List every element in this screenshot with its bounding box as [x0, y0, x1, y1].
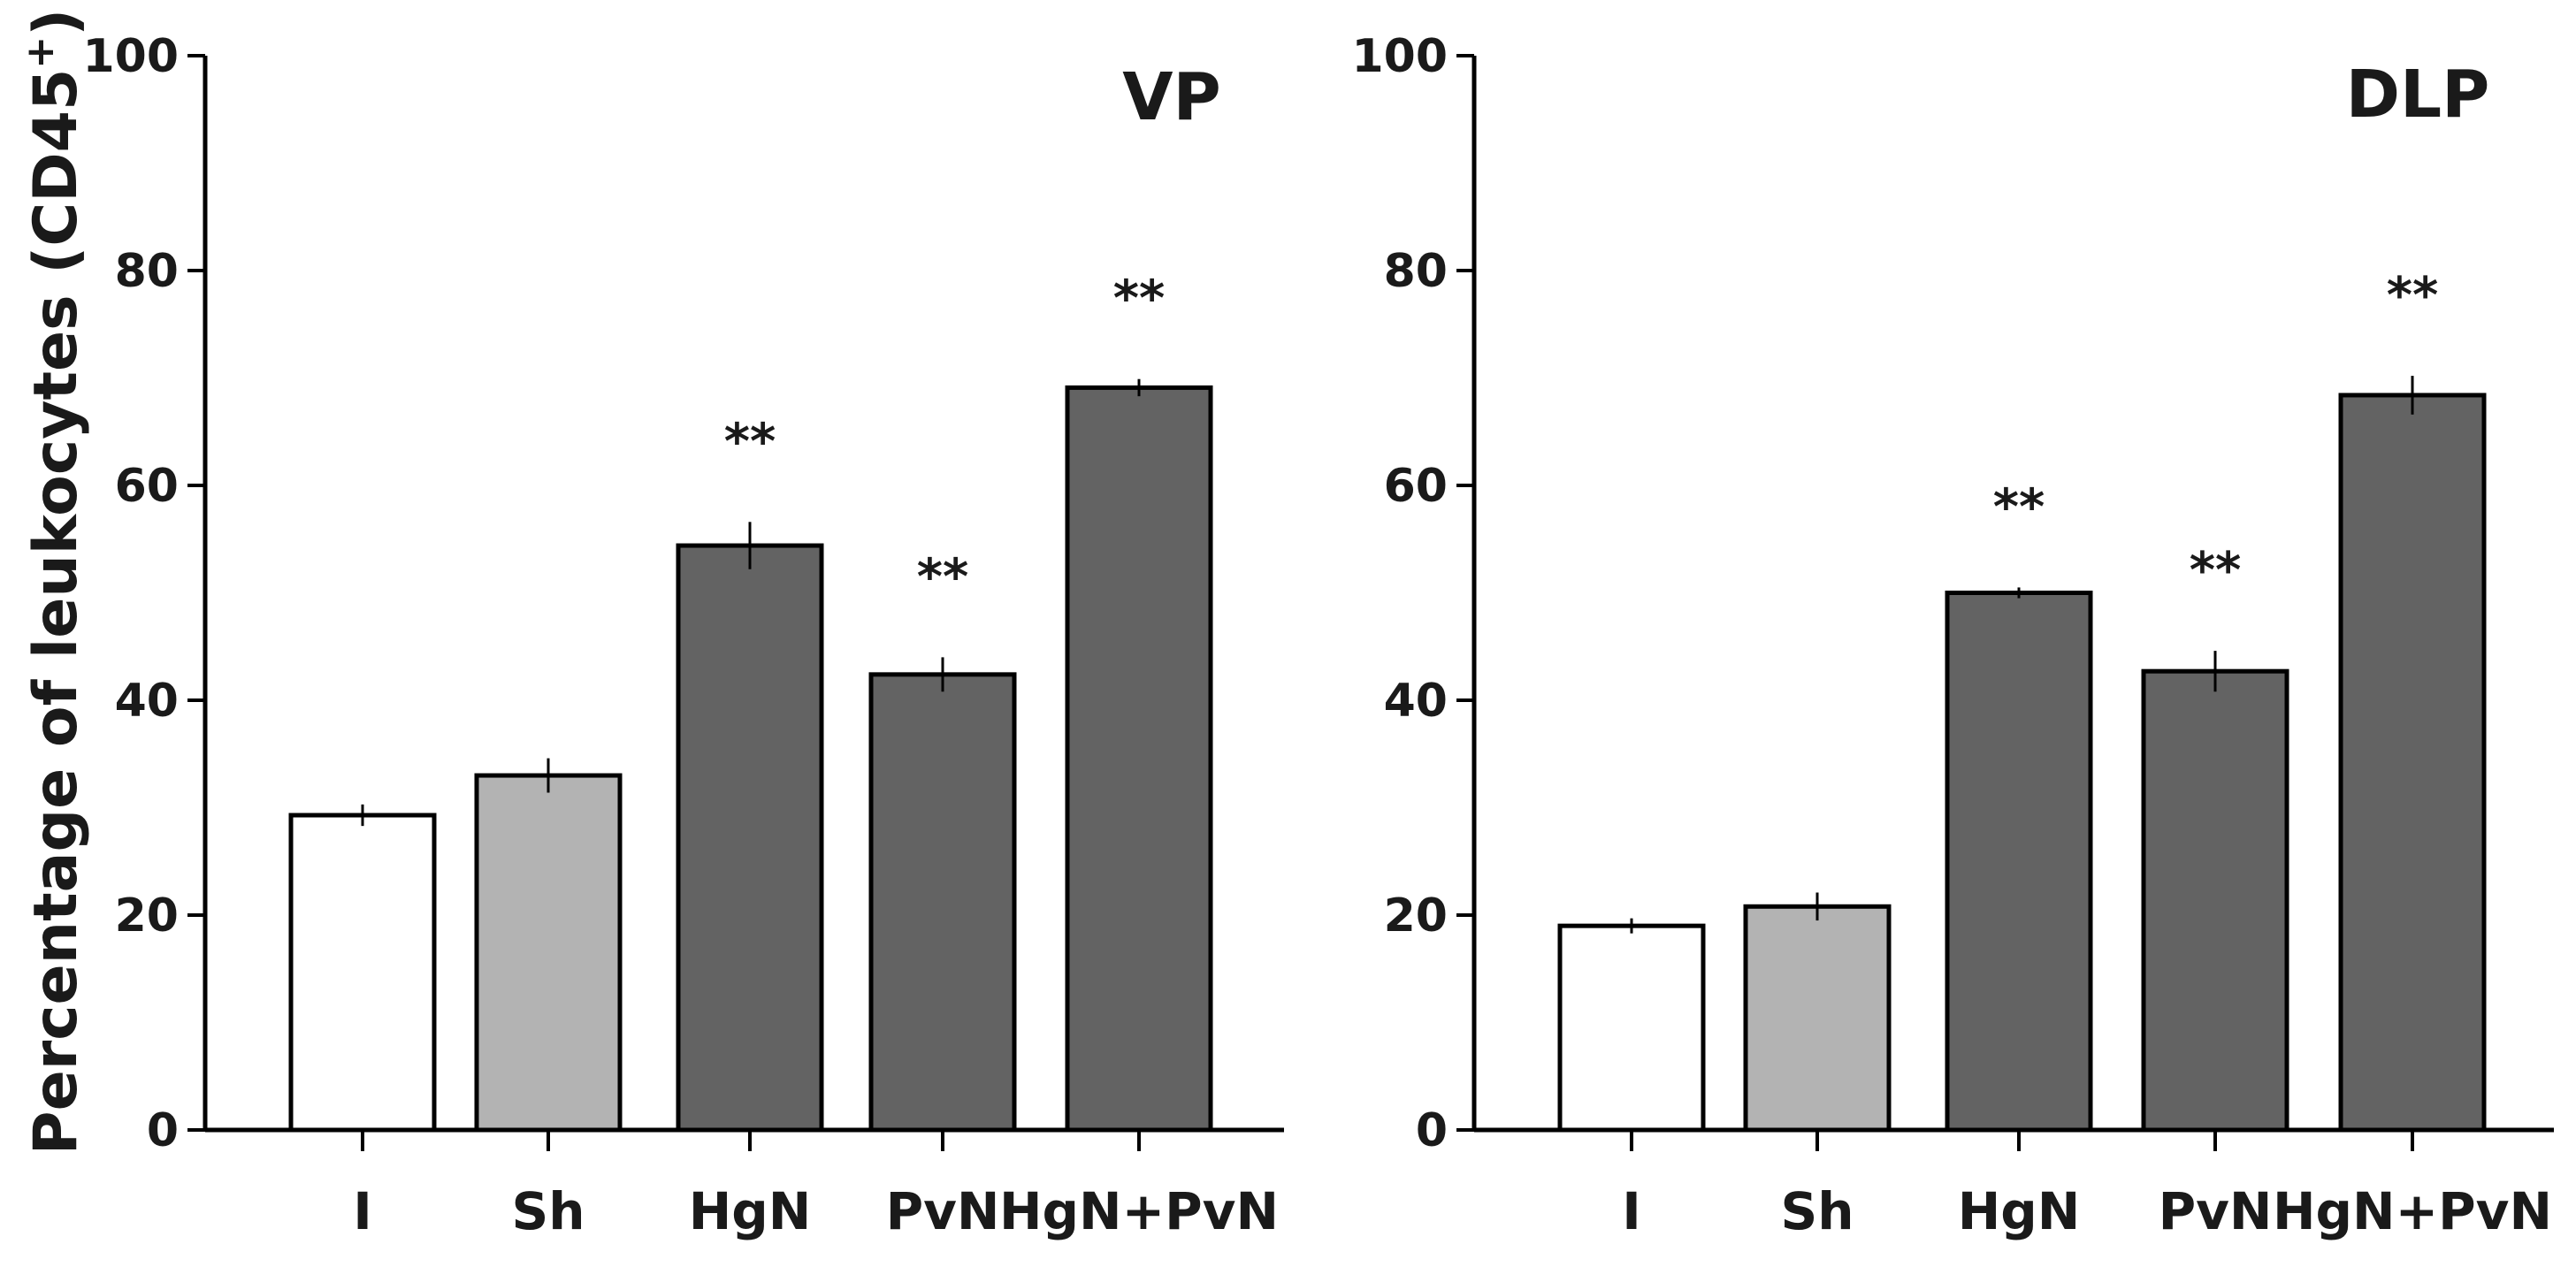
x-tick-label: PvN: [2159, 1181, 2273, 1241]
panel-title: VP: [1122, 59, 1221, 135]
significance-marker: **: [724, 413, 776, 470]
significance-marker: **: [1993, 478, 2045, 536]
y-tick-label: 100: [1351, 30, 1448, 83]
bar: [288, 813, 437, 1133]
x-tick-label: HgN: [1958, 1181, 2081, 1241]
y-axis-label-main: Percentage of leukocytes (CD45: [21, 69, 91, 1156]
y-tick-label: 60: [115, 460, 179, 513]
significance-marker: **: [917, 548, 969, 606]
x-tick-label: HgN+PvN: [999, 1181, 1279, 1241]
y-tick-label: 0: [147, 1104, 179, 1157]
y-tick-label: 100: [82, 30, 179, 83]
significance-marker: **: [2190, 542, 2242, 599]
bar: [474, 773, 623, 1133]
bar: [868, 672, 1017, 1133]
x-tick-label: I: [1622, 1181, 1641, 1241]
bar: [676, 543, 824, 1133]
x-tick-label: HgN: [689, 1181, 812, 1241]
x-tick-label: PvN: [886, 1181, 1000, 1241]
y-axis-label-close: ): [21, 9, 91, 36]
y-tick-label: 20: [115, 889, 179, 943]
significance-marker: **: [1113, 271, 1166, 328]
x-tick-label: Sh: [1780, 1181, 1854, 1241]
y-axis-label: Percentage of leukocytes (CD45+): [18, 9, 91, 1156]
y-tick-label: 80: [115, 245, 179, 298]
bar: [1743, 904, 1892, 1133]
x-tick-label: I: [353, 1181, 372, 1241]
significance-marker: **: [2387, 267, 2439, 324]
bar: [1065, 385, 1213, 1133]
y-tick-label: 0: [1416, 1104, 1448, 1157]
bar: [2141, 668, 2289, 1133]
chart-panel-dlp: 0 20 40 60 80 100 I Sh HgN ** PvN ** HgN+PvN ** DLP: [1351, 30, 2554, 1241]
x-tick-label: Sh: [511, 1181, 585, 1241]
panel-title: DLP: [2346, 57, 2490, 133]
y-tick-label: 60: [1384, 460, 1448, 513]
chart-panel-vp: 0 20 40 60 80 100 I Sh HgN ** PvN ** HgN+PvN ** VP: [82, 30, 1284, 1241]
y-tick-label: 40: [115, 675, 179, 728]
bar: [1945, 591, 2093, 1133]
y-tick-label: 20: [1384, 889, 1448, 943]
y-tick-label: 80: [1384, 245, 1448, 298]
bar: [1557, 923, 1706, 1133]
y-axis-label-sup: +: [18, 36, 63, 69]
x-tick-label: HgN+PvN: [2273, 1181, 2552, 1241]
y-tick-label: 40: [1384, 675, 1448, 728]
bar: [2338, 393, 2487, 1133]
